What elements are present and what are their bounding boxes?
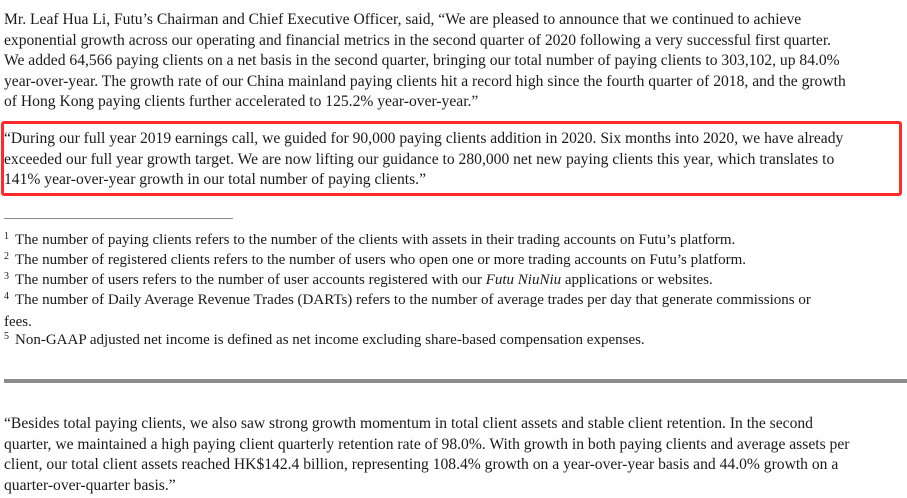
client-assets-paragraph: “Besides total paying clients, we also s… [4,414,849,496]
paragraph-line: We added 64,566 paying clients on a net … [4,52,840,69]
footnote-text: The number of registered clients refers … [15,252,747,268]
paragraph-line: “During our full year 2019 earnings call… [4,130,844,147]
paragraph-line: quarter-over-quarter basis.” [4,476,176,494]
footnote-4: 4 The number of Daily Average Revenue Tra… [4,290,811,332]
footnote-marker: 5 [4,331,9,342]
footnote-5: 5 Non-GAAP adjusted net income is defined… [4,330,645,352]
paragraph-line: exponential growth across our operating … [4,31,832,49]
footnote-marker: 3 [4,271,9,282]
footnote-text: applications or websites. [561,272,713,288]
highlight-box [1,121,902,196]
footnote-2: 2 The number of registered clients refers… [4,250,746,272]
footnote-marker: 1 [4,231,9,242]
paragraph-line: quarter, we maintained a high paying cli… [4,435,850,453]
footnote-text: The number of paying clients refers to t… [15,232,736,248]
section-divider [4,379,907,383]
paragraph-line: of Hong Kong paying clients further acce… [4,93,479,110]
footnote-marker: 4 [4,291,9,302]
footnote-continuation: fees. [4,314,32,330]
paragraph-line: “Besides total paying clients, we also s… [4,415,813,432]
footnote-1: 1 The number of paying clients refers to … [4,230,735,252]
ceo-statement-paragraph: Mr. Leaf Hua Li, Futu’s Chairman and Chi… [4,10,846,113]
paragraph-line: exceeded our full year growth target. We… [4,150,835,168]
footnote-3: 3 The number of users refers to the numbe… [4,270,713,292]
paragraph-line: year-over-year. The growth rate of our C… [4,72,846,90]
paragraph-line: client, our total client assets reached … [4,456,839,473]
footnote-divider [4,218,233,219]
footnote-text: Non-GAAP adjusted net income is defined … [15,332,645,348]
footnote-italic-app-name: Futu NiuNiu [485,272,562,288]
footnote-text: The number of users refers to the number… [15,272,486,288]
footnote-text: The number of Daily Average Revenue Trad… [15,292,811,308]
paragraph-line: 141% year-over-year growth in our total … [4,171,426,188]
guidance-paragraph: “During our full year 2019 earnings call… [4,129,843,191]
paragraph-line: Mr. Leaf Hua Li, Futu’s Chairman and Chi… [4,11,802,28]
footnote-marker: 2 [4,251,9,262]
